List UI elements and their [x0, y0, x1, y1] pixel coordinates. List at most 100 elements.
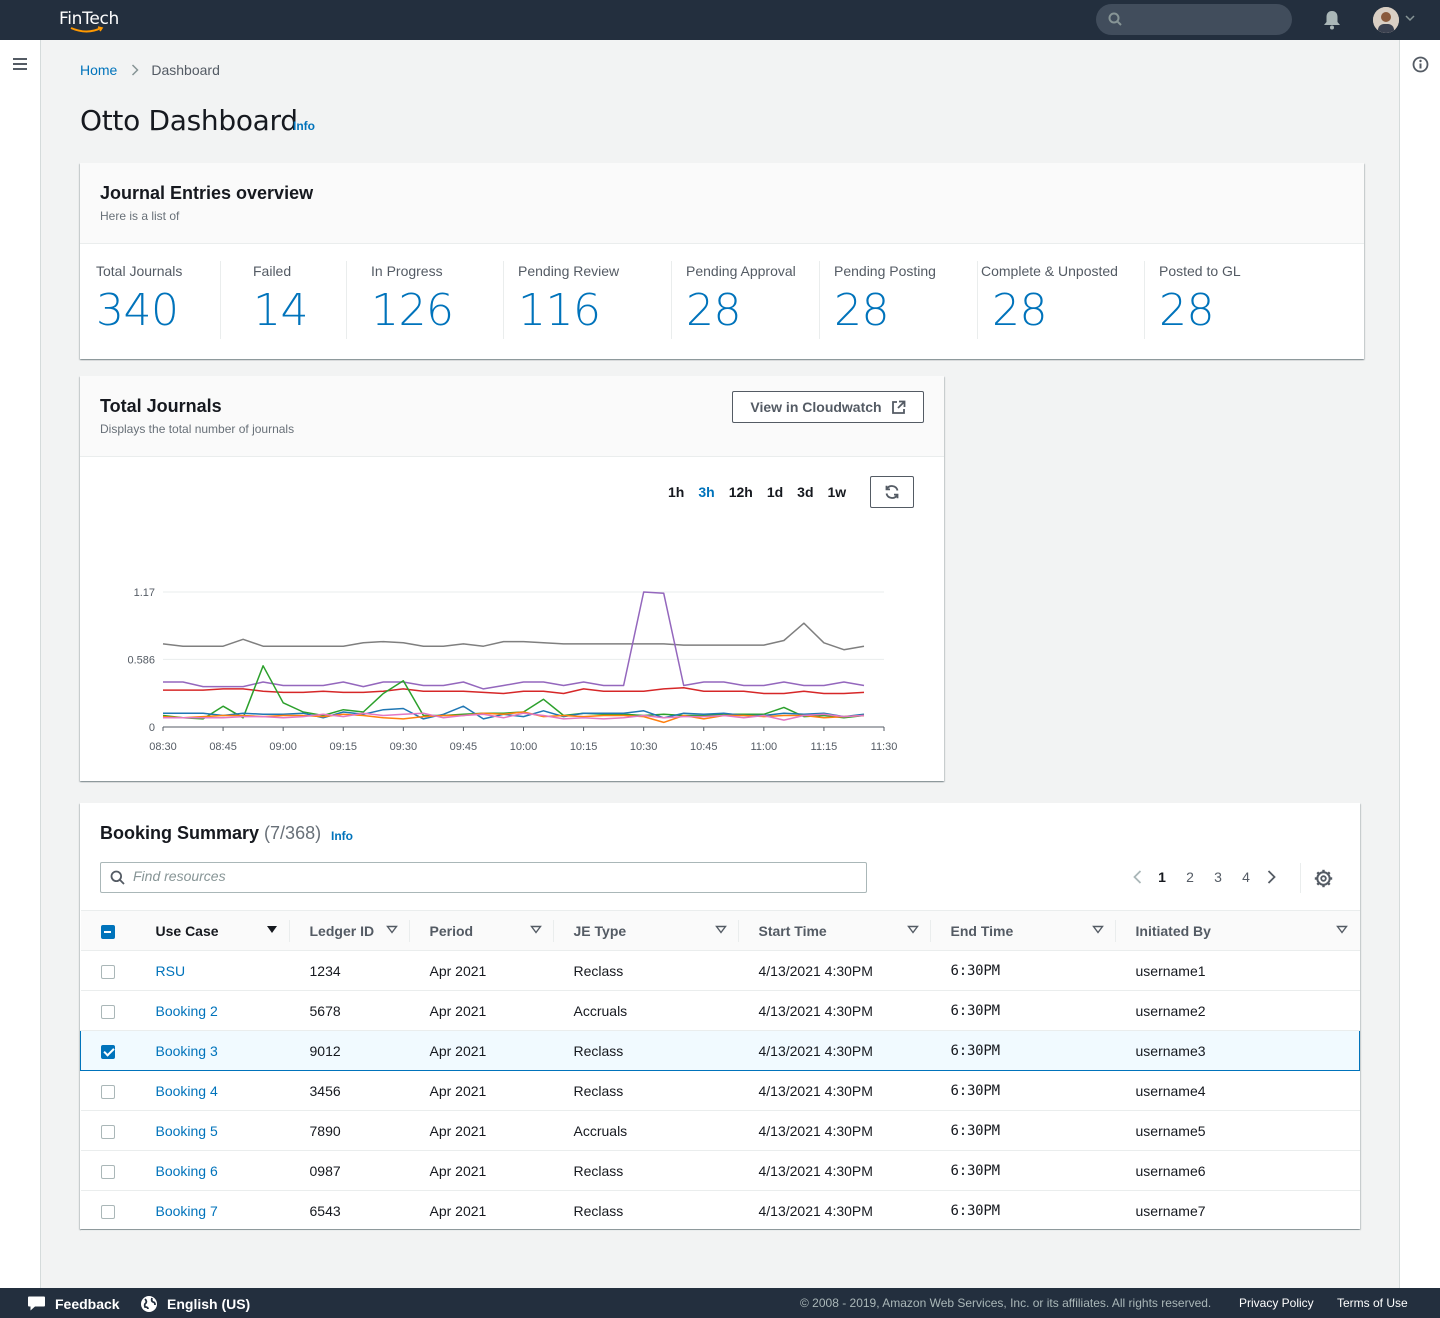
overview-description: Here is a list of	[100, 209, 180, 223]
ledger-id-cell: 1234	[289, 950, 410, 991]
row-checkbox[interactable]	[100, 964, 115, 979]
stat-value[interactable]: 14	[253, 285, 309, 336]
use-case-cell: Booking 4	[135, 1070, 290, 1111]
search-icon	[1108, 12, 1122, 26]
stat-value[interactable]: 28	[686, 285, 741, 336]
caret-down-icon	[714, 925, 727, 934]
use-case-link[interactable]: Booking 2	[155, 1002, 218, 1019]
use-case-link[interactable]: Booking 7	[155, 1202, 218, 1219]
stat-value[interactable]: 28	[834, 285, 889, 336]
table-row[interactable]: Booking 2 5678 Apr 2021 Accruals 4/13/20…	[80, 990, 1360, 1031]
initiated-by-cell: username7	[1115, 1190, 1360, 1231]
info-circle-icon[interactable]	[1412, 56, 1429, 73]
stat-value[interactable]: 126	[371, 285, 454, 336]
column-initiated-by[interactable]: Initiated By	[1115, 910, 1360, 951]
page-info-link[interactable]: Info	[293, 119, 315, 133]
je-type-cell: Reclass	[553, 1070, 739, 1111]
table-row[interactable]: Booking 5 7890 Apr 2021 Accruals 4/13/20…	[80, 1110, 1360, 1151]
page-4[interactable]: 4	[1242, 869, 1250, 885]
table-info-link[interactable]: Info	[331, 829, 353, 843]
table-row[interactable]: Booking 6 0987 Apr 2021 Reclass 4/13/202…	[80, 1150, 1360, 1191]
range-3d[interactable]: 3d	[797, 484, 814, 500]
use-case-cell: Booking 3	[135, 1030, 290, 1071]
column-header-label: Ledger ID	[309, 922, 375, 939]
chart-title: Total Journals	[100, 396, 222, 416]
x-tick-label: 08:45	[209, 741, 237, 753]
privacy-policy-link[interactable]: Privacy Policy	[1239, 1296, 1314, 1310]
range-3h[interactable]: 3h	[698, 484, 715, 500]
row-checkbox[interactable]	[100, 1204, 115, 1219]
view-in-cloudwatch-label: View in Cloudwatch	[750, 399, 882, 415]
row-checkbox[interactable]	[100, 1164, 115, 1179]
stat-value[interactable]: 116	[518, 285, 601, 336]
row-checkbox[interactable]	[100, 1124, 115, 1139]
ledger-id-cell: 7890	[289, 1110, 410, 1151]
avatar[interactable]	[1373, 7, 1399, 33]
row-checkbox[interactable]	[101, 1044, 115, 1059]
use-case-link[interactable]: Booking 4	[155, 1082, 218, 1099]
use-case-link[interactable]: RSU	[155, 962, 186, 979]
use-case-link[interactable]: Booking 6	[155, 1162, 218, 1179]
globe-icon	[141, 1296, 157, 1312]
je-type-cell: Accruals	[553, 990, 739, 1031]
breadcrumb-home-link[interactable]: Home	[80, 62, 118, 78]
stat-value[interactable]: 28	[992, 285, 1047, 336]
stat-divider	[503, 261, 504, 339]
ledger-id-cell: 5678	[289, 990, 410, 1031]
bell-icon[interactable]	[1323, 10, 1341, 30]
column-use-case[interactable]: Use Case	[135, 910, 290, 951]
gear-icon[interactable]	[1314, 869, 1333, 888]
refresh-button[interactable]	[870, 476, 914, 508]
resource-search-field[interactable]	[100, 862, 867, 893]
menu-icon[interactable]	[12, 57, 28, 71]
stat-value[interactable]: 28	[1159, 285, 1214, 336]
stat-value[interactable]: 340	[96, 285, 179, 336]
x-tick-label: 10:15	[570, 741, 598, 753]
series-line-3	[163, 687, 865, 695]
feedback-button[interactable]: Feedback	[27, 1295, 120, 1312]
start-time-cell: 4/13/2021 4:30PM	[738, 1030, 931, 1071]
table-title-text: Booking Summary	[100, 823, 260, 843]
page-1[interactable]: 1	[1158, 869, 1166, 885]
stat-pending-review: Pending Review 116	[518, 263, 619, 336]
row-checkbox[interactable]	[100, 1004, 115, 1019]
table-row[interactable]: Booking 4 3456 Apr 2021 Reclass 4/13/202…	[80, 1070, 1360, 1111]
page-2[interactable]: 2	[1186, 869, 1194, 885]
column-divider	[552, 920, 554, 942]
use-case-link[interactable]: Booking 5	[155, 1122, 218, 1139]
column-period[interactable]: Period	[409, 910, 554, 951]
y-tick-label: 0	[149, 722, 155, 734]
use-case-cell: Booking 5	[135, 1110, 290, 1151]
table-row[interactable]: RSU 1234 Apr 2021 Reclass 4/13/2021 4:30…	[80, 950, 1360, 991]
previous-page-button[interactable]	[1126, 870, 1148, 884]
range-12h[interactable]: 12h	[728, 484, 753, 500]
end-time-cell: 6:30PM	[930, 1110, 1116, 1151]
external-link-icon	[891, 400, 905, 414]
table-row[interactable]: Booking 7 6543 Apr 2021 Reclass 4/13/202…	[80, 1190, 1360, 1231]
table-row-selected[interactable]: Booking 3 9012 Apr 2021 Reclass 4/13/202…	[80, 1030, 1360, 1071]
row-checkbox[interactable]	[100, 1084, 115, 1099]
next-page-button[interactable]	[1260, 870, 1282, 884]
range-1w[interactable]: 1w	[827, 484, 847, 500]
global-search[interactable]	[1096, 4, 1292, 35]
terms-of-use-link[interactable]: Terms of Use	[1337, 1296, 1408, 1310]
chevron-left-icon	[1132, 870, 1141, 884]
range-1h[interactable]: 1h	[668, 484, 685, 500]
app-logo[interactable]: FinTech	[59, 9, 120, 29]
select-all-checkbox[interactable]	[100, 924, 115, 939]
page-3[interactable]: 3	[1214, 869, 1222, 885]
view-in-cloudwatch-button[interactable]: View in Cloudwatch	[732, 391, 924, 423]
search-input[interactable]	[133, 868, 833, 884]
stat-label: Posted to GL	[1159, 263, 1241, 279]
chevron-down-icon[interactable]	[1405, 14, 1415, 22]
use-case-link[interactable]: Booking 3	[155, 1042, 218, 1059]
page-title: Otto Dashboard	[80, 104, 298, 137]
column-end-time[interactable]: End Time	[930, 910, 1116, 951]
table-count: (7/368)	[264, 823, 322, 843]
column-je-type[interactable]: JE Type	[553, 910, 739, 951]
stat-label: Failed	[253, 263, 292, 279]
range-1d[interactable]: 1d	[766, 484, 784, 500]
column-start-time[interactable]: Start Time	[738, 910, 931, 951]
column-ledger-id[interactable]: Ledger ID	[289, 910, 410, 951]
language-selector[interactable]: English (US)	[140, 1295, 250, 1313]
